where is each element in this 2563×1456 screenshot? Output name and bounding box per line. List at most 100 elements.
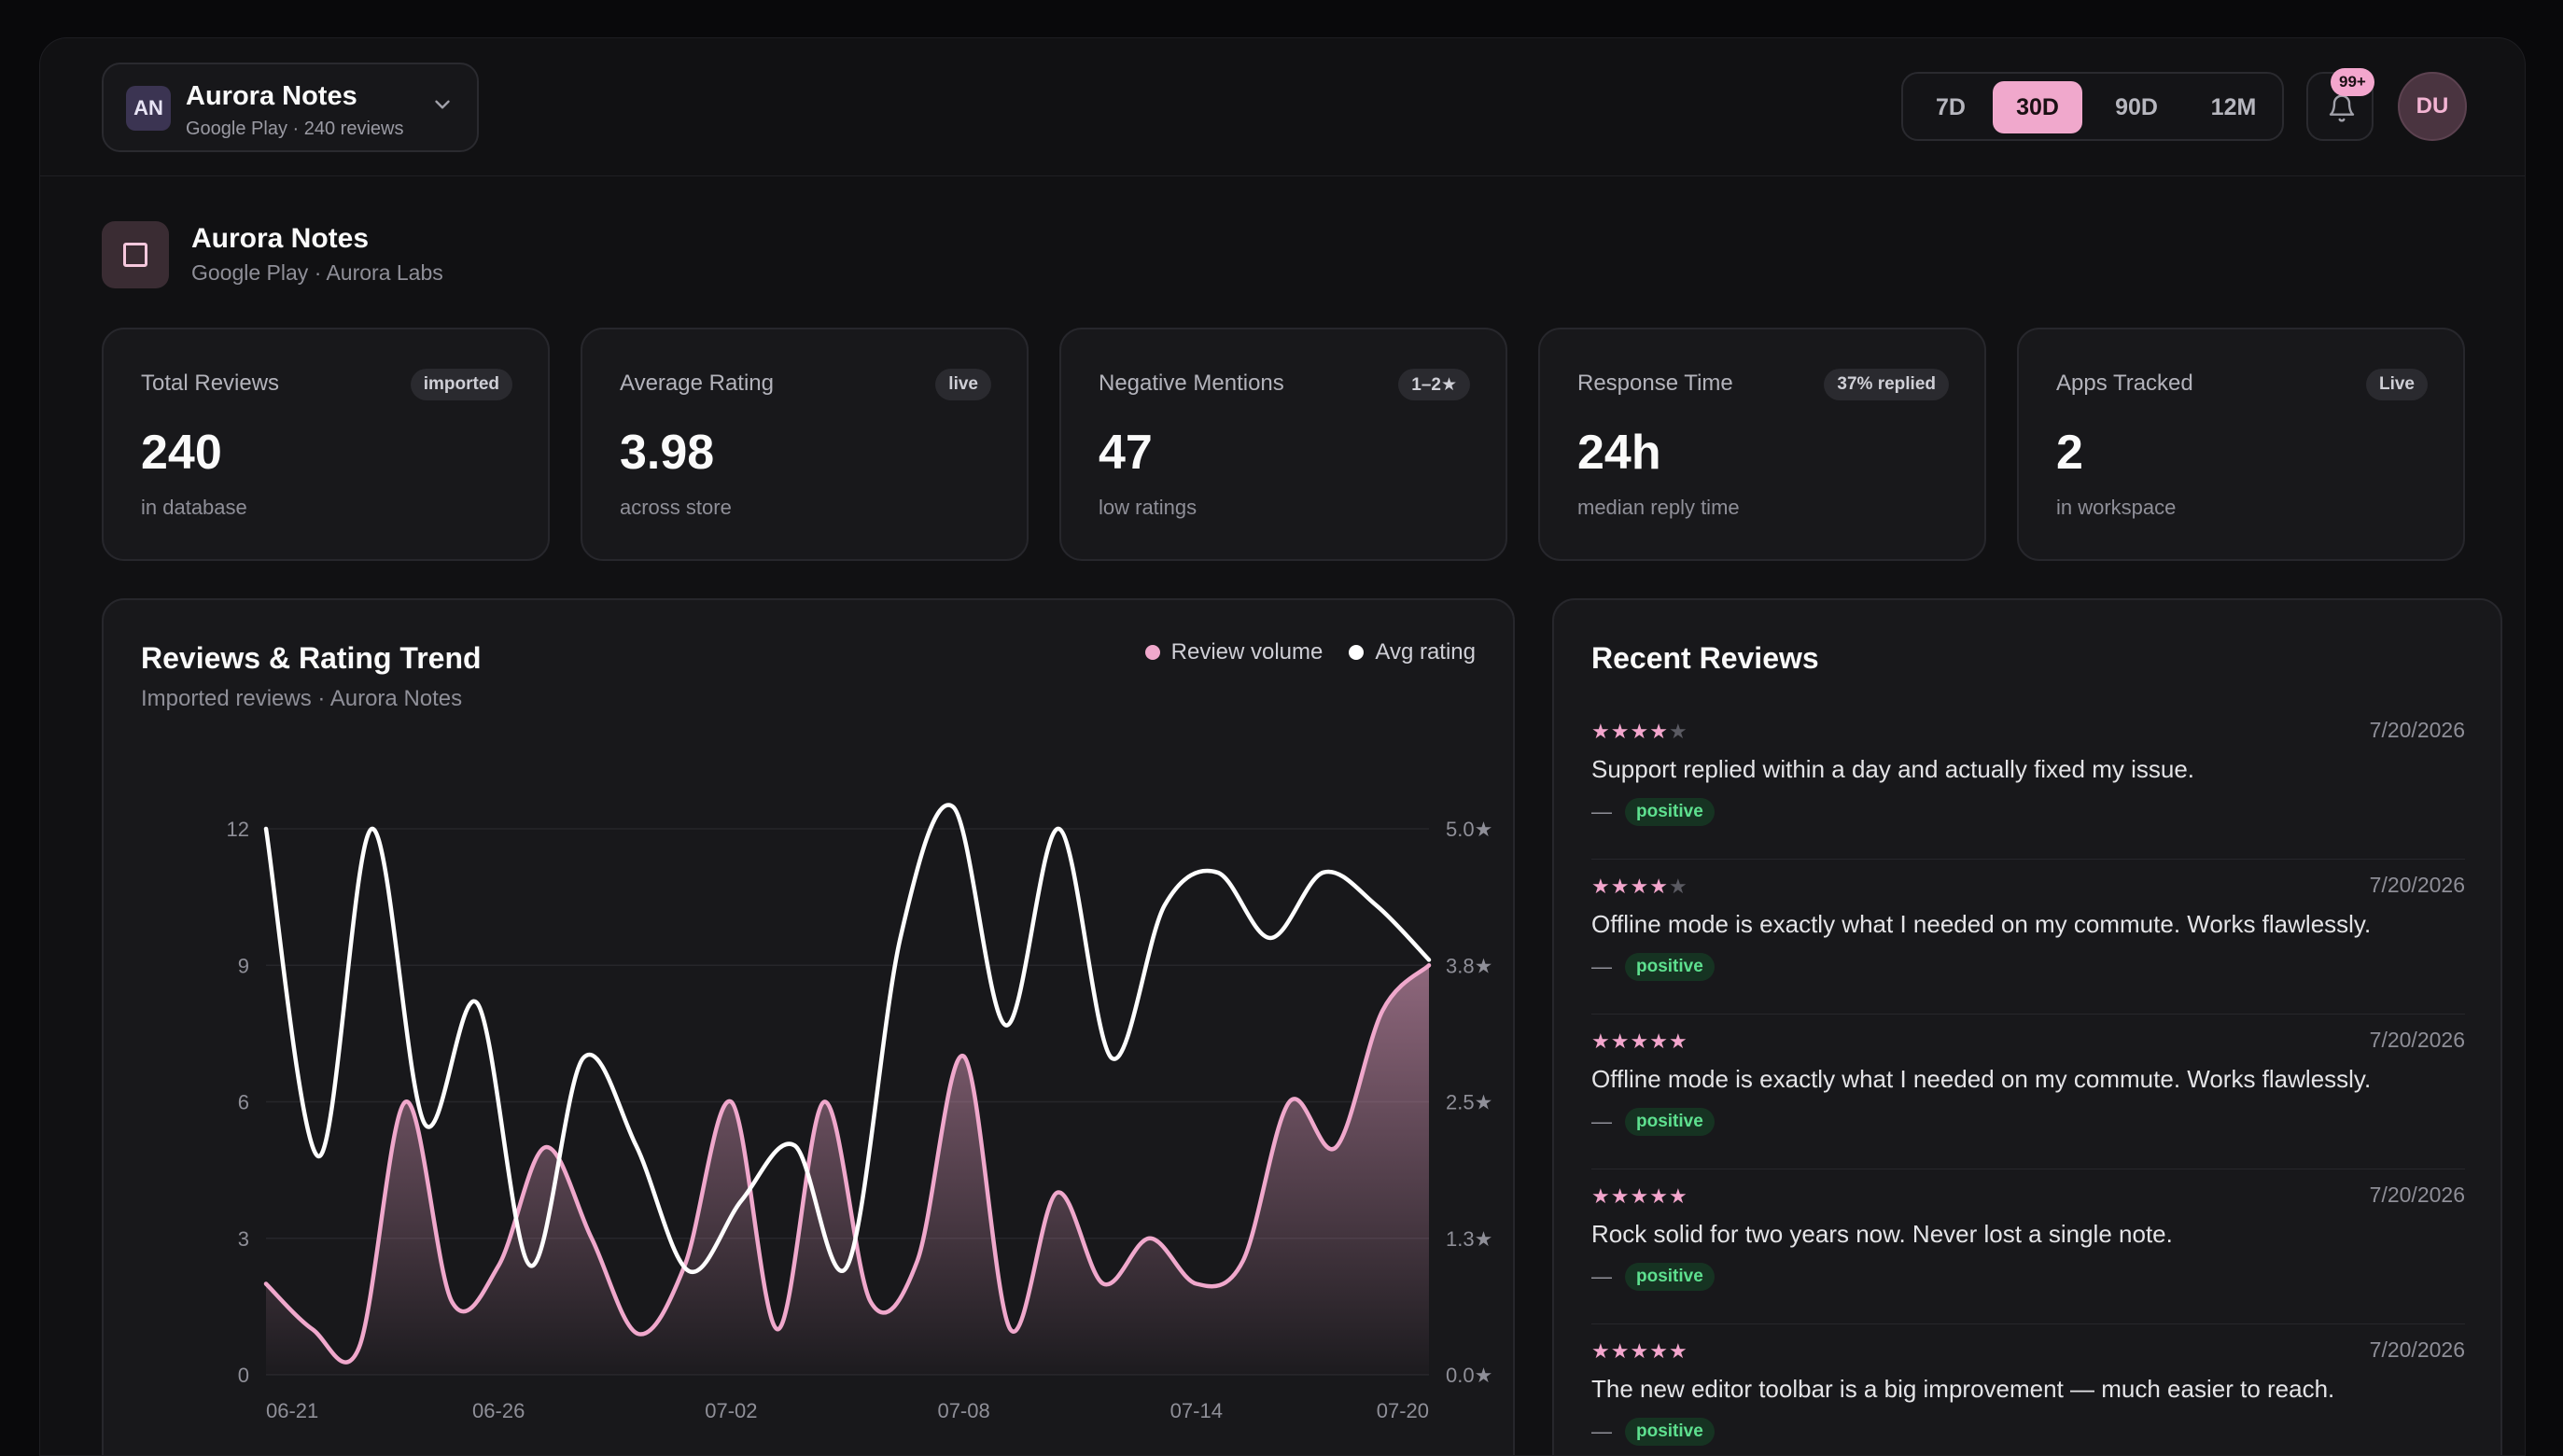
chart-legend: Review volume Avg rating [1144,639,1476,665]
review-text: Offline mode is exactly what I needed on… [1591,910,2372,938]
kpi-tag: 37% replied [1824,369,1949,400]
user-avatar[interactable]: DU [2398,72,2467,141]
star-icon: ★ [1630,720,1650,743]
star-icon: ★ [1591,875,1611,898]
star-icon: ★ [1610,1029,1631,1053]
range-30d-button[interactable]: 30D [1993,81,2082,133]
reviews-title: Recent Reviews [1591,641,1819,675]
left-axis-tick-label: 12 [227,818,249,841]
review-text: Support replied within a day and actuall… [1591,755,2195,783]
notification-count-badge: 99+ [2331,68,2374,96]
legend-dot [1349,645,1365,660]
sentiment-badge: positive [1625,798,1715,826]
x-axis-tick-label: 07-14 [1170,1399,1223,1422]
kpi-card-negative-mentions: Negative Mentions 1–2★ 47 low ratings [1059,328,1507,561]
app-switcher[interactable]: AN Aurora Notes Google Play · 240 review… [102,63,479,152]
review-date: 7/20/2026 [2369,873,2465,897]
avg-rating-line [263,803,1432,1274]
app-subtitle: Google Play · Aurora Labs [191,260,443,285]
kpi-value: 2 [2056,426,2083,480]
review-text: Rock solid for two years now. Never lost… [1591,1220,2173,1248]
kpi-label: Negative Mentions [1099,371,1284,396]
star-icon: ★ [1649,720,1669,743]
trend-chart-card: Reviews & Rating Trend Imported reviews … [102,598,1515,1455]
star-rating: ★★★★★ [1591,720,1688,744]
kpi-tag: live [935,369,991,400]
legend-avg-rating[interactable]: Avg rating [1349,639,1476,665]
star-icon: ★ [1649,875,1669,898]
review-item[interactable]: ★★★★★ 7/20/2026 Support replied within a d… [1591,705,2465,860]
star-rating: ★★★★★ [1591,875,1688,899]
review-author: — [1591,955,1612,978]
star-icon: ★ [1649,1339,1669,1363]
kpi-subtext: across store [620,496,732,519]
star-icon: ★ [1591,720,1611,743]
kpi-subtext: in workspace [2056,496,2177,519]
kpi-card-total-reviews: Total Reviews imported 240 in database [102,328,550,561]
review-date: 7/20/2026 [2369,1337,2465,1362]
star-icon: ★ [1668,1029,1688,1053]
review-item[interactable]: ★★★★★ 7/20/2026 Offline mode is exactly wh… [1591,1015,2465,1169]
kpi-label: Apps Tracked [2056,371,2193,396]
top-bar: AN Aurora Notes Google Play · 240 review… [40,38,2525,176]
star-rating: ★★★★★ [1591,1339,1688,1364]
chevron-down-icon [435,100,450,109]
kpi-value: 3.98 [620,426,715,480]
review-date: 7/20/2026 [2369,1183,2465,1207]
review-item[interactable]: ★★★★★ 7/20/2026 The new editor toolbar is … [1591,1324,2465,1455]
x-axis-tick-label: 07-02 [705,1399,757,1422]
x-axis-tick-label: 07-08 [937,1399,989,1422]
sentiment-badge: positive [1625,953,1715,981]
kpi-value: 240 [141,426,222,480]
app-icon [102,221,169,288]
review-author: — [1591,1420,1612,1443]
star-icon: ★ [1668,1184,1688,1208]
review-meta: — positive [1591,1108,1715,1136]
kpi-card-apps-tracked: Apps Tracked Live 2 in workspace [2017,328,2465,561]
review-item[interactable]: ★★★★★ 7/20/2026 Offline mode is exactly wh… [1591,860,2465,1015]
dashboard-frame: AN Aurora Notes Google Play · 240 review… [39,37,2526,1456]
review-meta: — positive [1591,953,1715,981]
star-icon: ★ [1630,1339,1650,1363]
kpi-subtext: median reply time [1577,496,1740,519]
kpi-card-average-rating: Average Rating live 3.98 across store [581,328,1029,561]
legend-review-volume[interactable]: Review volume [1144,639,1323,665]
range-12m-button[interactable]: 12M [2210,93,2257,120]
kpi-subtext: in database [141,496,247,519]
star-icon: ★ [1610,1184,1631,1208]
star-icon: ★ [1610,720,1631,743]
app-switcher-name: Aurora Notes [186,81,357,111]
sentiment-badge: positive [1625,1263,1715,1291]
star-icon: ★ [1591,1029,1611,1053]
review-volume-area [266,965,1429,1375]
star-rating: ★★★★★ [1591,1184,1688,1209]
kpi-label: Average Rating [620,371,774,396]
left-axis-tick-label: 0 [238,1364,249,1387]
chart-subtitle: Imported reviews · Aurora Notes [141,686,463,711]
x-axis-tick-label: 07-20 [1377,1399,1429,1422]
range-7d-button[interactable]: 7D [1936,93,1966,120]
trend-chart: 0 3 6 9 12 0.0★ 1.3★ 2.5★ 3.8★ 5.0★ 06-21 06-26 07-0… [227,803,1492,1422]
review-date: 7/20/2026 [2369,1028,2465,1052]
kpi-label: Response Time [1577,371,1733,396]
review-text: Offline mode is exactly what I needed on… [1591,1065,2372,1093]
right-axis-tick-label: 5.0★ [1446,818,1492,841]
range-90d-button[interactable]: 90D [2115,93,2158,120]
star-rating: ★★★★★ [1591,1029,1688,1054]
kpi-label: Total Reviews [141,371,280,396]
star-icon: ★ [1649,1029,1669,1053]
star-icon: ★ [1668,1339,1688,1363]
review-author: — [1591,800,1612,823]
kpi-value: 24h [1577,426,1661,480]
review-item[interactable]: ★★★★★ 7/20/2026 Rock solid for two years n… [1591,1169,2465,1324]
time-range-selector: 7D 30D 90D 12M [1901,72,2284,141]
star-icon: ★ [1610,1339,1631,1363]
app-switcher-subtitle: Google Play · 240 reviews [186,119,404,139]
kpi-tag: Live [2365,369,2428,400]
left-axis-tick-label: 6 [238,1091,249,1114]
app-avatar: AN [126,86,171,131]
sentiment-badge: positive [1625,1418,1715,1446]
star-icon: ★ [1630,1029,1650,1053]
review-volume-line [263,963,1432,1365]
legend-label: Avg rating [1375,639,1476,665]
